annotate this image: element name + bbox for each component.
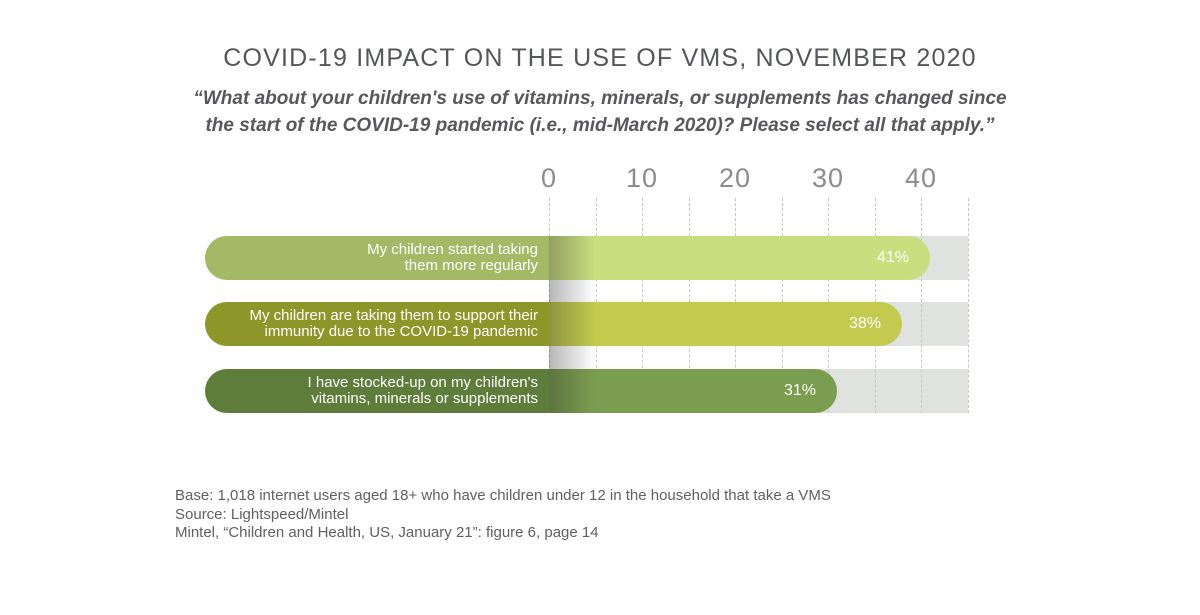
bar-label: My children started taking them more regu…: [205, 236, 549, 280]
bar-value-label: 41%: [876, 249, 909, 266]
bar-label-line: them more regularly: [404, 257, 538, 274]
footnotes: Base: 1,018 internet users aged 18+ who …: [175, 487, 831, 543]
bar-label-line: immunity due to the COVID-19 pandemic: [264, 323, 538, 340]
bar-label-line: I have stocked-up on my children's: [307, 373, 538, 391]
bar-label: My children are taking them to support t…: [205, 302, 549, 346]
bar-fill: [549, 369, 837, 413]
chart-title: COVID-19 IMPACT ON THE USE OF VMS, NOVEM…: [223, 44, 977, 72]
label-column-shadow: [549, 236, 595, 413]
bar-label-line: My children are taking them to support t…: [249, 306, 538, 324]
bar-label: I have stocked-up on my children's vitami…: [205, 369, 549, 413]
bar-value-label: 38%: [848, 315, 881, 332]
x-tick-label: 10: [625, 163, 659, 193]
bar-value-label: 31%: [783, 382, 816, 399]
chart-subtitle-line-2: the start of the COVID-19 pandemic (i.e.…: [205, 115, 995, 136]
gridline: [968, 198, 969, 413]
chart-subtitle-line-1: “What about your children's use of vitam…: [193, 88, 1007, 109]
bar-fill: [549, 302, 902, 346]
footnote-reference: Mintel, “Children and Health, US, Januar…: [175, 524, 599, 541]
bar-label-line: vitamins, minerals or supplements: [311, 390, 538, 407]
x-tick-label: 30: [811, 163, 845, 193]
bar-label-line: My children started taking: [367, 240, 538, 258]
x-tick-label: 40: [904, 163, 938, 193]
x-tick-label: 0: [540, 163, 558, 193]
bar-fill: [549, 236, 930, 280]
gridline: [921, 198, 922, 413]
chart-subtitle: “What about your children's use of vitam…: [0, 85, 1200, 139]
footnote-base: Base: 1,018 internet users aged 18+ who …: [175, 487, 831, 504]
footnote-source: Source: Lightspeed/Mintel: [175, 505, 349, 523]
x-tick-label: 20: [718, 163, 752, 193]
